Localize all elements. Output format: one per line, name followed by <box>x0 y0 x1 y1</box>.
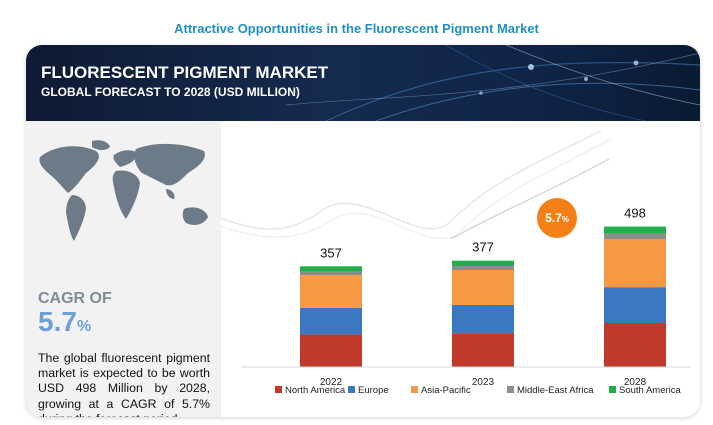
growth-arrow-line <box>450 158 610 240</box>
bar-segment-middle-east-africa-2028 <box>604 233 666 239</box>
bar-segment-south-america-2023 <box>452 260 514 267</box>
x-tick-label-2023: 2023 <box>472 377 495 388</box>
decorative-curve <box>221 138 612 239</box>
decorative-curve <box>221 130 602 230</box>
banner: FLUORESCENT PIGMENT MARKET GLOBAL FORECA… <box>26 45 700 121</box>
bar-segment-middle-east-africa-2022 <box>300 271 362 276</box>
cagr-bubble-label: 5.7% <box>545 211 569 225</box>
world-map-icon <box>39 140 208 241</box>
bar-segment-north-america-2028 <box>604 323 666 367</box>
bar-segment-europe-2028 <box>604 287 666 324</box>
bar-segment-south-america-2028 <box>604 226 666 234</box>
legend-label-middle-east-africa: Middle-East Africa <box>517 385 594 396</box>
legend-label-asia-pacific: Asia-Pacific <box>421 385 471 396</box>
legend-swatch-south-america <box>609 386 616 393</box>
banner-title: FLUORESCENT PIGMENT MARKET <box>41 63 329 82</box>
cagr-bubble <box>537 198 577 238</box>
legend-swatch-europe <box>348 386 355 393</box>
x-tick-label-2028: 2028 <box>624 377 647 388</box>
infographic-card: FLUORESCENT PIGMENT MARKET GLOBAL FORECA… <box>26 45 700 417</box>
bar-segment-asia-pacific-2023 <box>452 269 514 305</box>
cagr-value: 5.7% <box>38 306 92 337</box>
legend-label-europe: Europe <box>358 385 389 396</box>
bar-segment-europe-2022 <box>300 307 362 335</box>
legend-label-north-america: North America <box>285 385 346 396</box>
bar-segment-south-america-2022 <box>300 266 362 272</box>
description-text: The global fluorescent pigment market is… <box>38 351 210 417</box>
legend-swatch-asia-pacific <box>411 386 418 393</box>
stacked-bar-chart: 357 2022 377 2023 498 2028 5.7% North America E… <box>221 130 691 396</box>
bar-segment-middle-east-africa-2023 <box>452 266 514 270</box>
total-label-2023: 377 <box>472 240 494 255</box>
legend-label-south-america: South America <box>619 385 681 396</box>
banner-light-streaks <box>285 45 700 121</box>
bar-segment-north-america-2022 <box>300 334 362 367</box>
bar-segment-europe-2023 <box>452 304 514 334</box>
bar-segment-asia-pacific-2028 <box>604 238 666 288</box>
page-title: Attractive Opportunities in the Fluoresc… <box>174 21 539 36</box>
total-label-2022: 357 <box>320 245 342 260</box>
legend-swatch-north-america <box>275 386 282 393</box>
total-label-2028: 498 <box>624 206 646 221</box>
legend-swatch-middle-east-africa <box>507 386 514 393</box>
left-panel: CAGR OF 5.7% The global fluorescent pigm… <box>26 121 221 417</box>
x-tick-label-2022: 2022 <box>320 377 343 388</box>
banner-subtitle: GLOBAL FORECAST TO 2028 (USD MILLION) <box>41 85 300 99</box>
bar-segment-north-america-2023 <box>452 333 514 367</box>
cagr-label: CAGR OF <box>38 290 112 307</box>
bar-segment-asia-pacific-2022 <box>300 275 362 308</box>
